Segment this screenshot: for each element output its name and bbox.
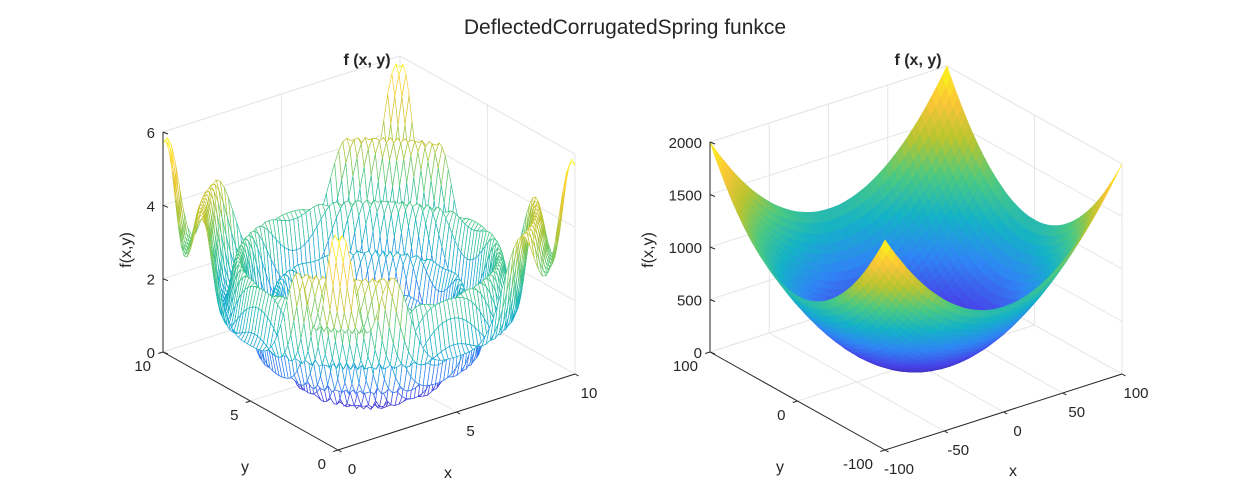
surface-patch: [564, 159, 573, 189]
z-tick-mark: [162, 351, 169, 355]
mesh-plot-y-label: y: [241, 459, 249, 476]
x-tick-label: 5: [466, 423, 474, 440]
z-tick-label: 0: [147, 345, 155, 362]
figure-title: DeflectedCorrugatedSpring funkce: [464, 16, 786, 39]
mesh-plot-title: f (x, y): [343, 52, 390, 69]
x-tick-label: 0: [348, 461, 356, 478]
surface-patch: [334, 235, 343, 244]
x-tick-label: 10: [581, 385, 598, 402]
x-tick-mark: [456, 411, 461, 415]
x-tick-mark: [574, 373, 579, 377]
mesh-surface: [162, 63, 576, 411]
y-tick-mark: [158, 351, 164, 354]
y-tick-label: 0: [318, 456, 326, 473]
surface-patch: [709, 141, 720, 161]
z-tick-mark: [162, 131, 169, 135]
mesh-plot-x-label: x: [444, 465, 452, 482]
y-tick-mark: [333, 449, 339, 452]
surface: [709, 65, 1123, 373]
z-tick-label: 6: [147, 125, 155, 142]
y-tick-label: 5: [230, 407, 238, 424]
x-tick-mark: [337, 449, 342, 453]
z-tick-label: 4: [147, 198, 155, 215]
grid-line: [946, 118, 1123, 217]
grid-line: [709, 118, 948, 195]
z-tick-mark: [162, 278, 169, 282]
z-tick-label: 2: [147, 272, 155, 289]
mesh-plot-z-label: f(x,y): [118, 232, 135, 268]
y-tick-label: 10: [134, 358, 151, 375]
y-tick-mark: [245, 400, 251, 403]
z-tick-mark: [162, 204, 169, 208]
